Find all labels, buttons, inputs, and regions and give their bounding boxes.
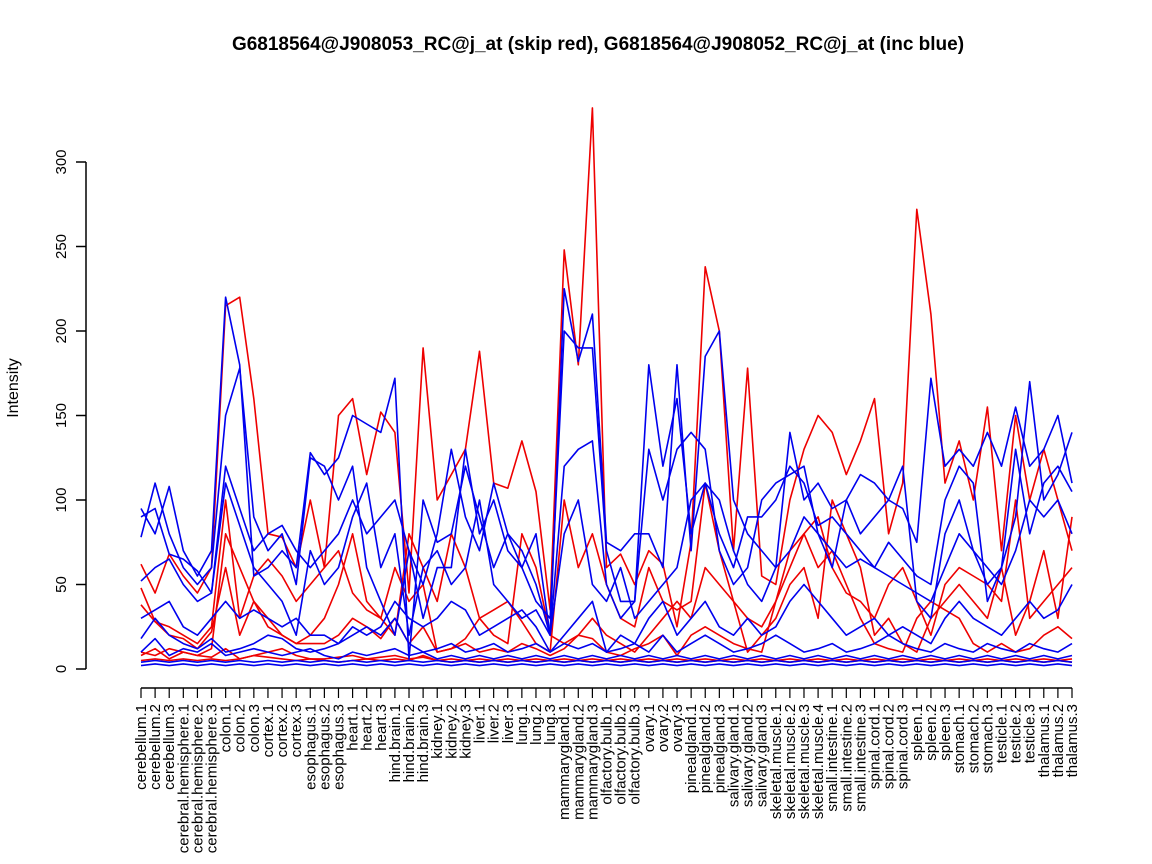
x-tick-label: colon.3: [246, 704, 263, 752]
y-tick-label: 50: [53, 576, 70, 593]
x-tick-label: spleen.3: [937, 704, 954, 761]
x-tick-label: spinal.cord.3: [895, 704, 912, 789]
x-tick-label: kidney.1: [429, 704, 446, 759]
x-tick-label: cortex.3: [288, 704, 305, 757]
x-tick-label: testicle.2: [1008, 704, 1025, 763]
x-tick-label: colon.2: [232, 704, 249, 752]
blue-series-line-12: [140, 637, 1073, 660]
x-tick-label: small.intestine.2: [838, 704, 855, 812]
x-tick-label: olfactory.bulb.1: [599, 704, 616, 805]
x-tick-label: kidney.3: [457, 704, 474, 759]
x-tick-label: ovary.3: [669, 704, 686, 752]
x-tick-label: mammarygland.3: [584, 704, 601, 820]
y-tick-label: 250: [53, 234, 70, 259]
x-tick-label: heart.3: [373, 704, 390, 751]
x-tick-label: cerebellum.2: [147, 704, 164, 790]
x-tick-label: thalamus.3: [1064, 704, 1081, 777]
x-tick-label: mammarygland.1: [556, 704, 573, 820]
x-tick-label: stomach.2: [965, 704, 982, 773]
x-tick-label: cortex.2: [274, 704, 291, 757]
blue-series-line-14: [140, 663, 1073, 667]
x-tick-label: kidney.2: [443, 704, 460, 759]
x-tick-label: liver.2: [486, 704, 503, 743]
y-tick-label: 100: [53, 487, 70, 512]
blue-series-line-13: [140, 659, 1073, 664]
x-tick-label: skeletal.muscle.2: [782, 704, 799, 819]
x-tick-label: olfactory.bulb.2: [613, 704, 630, 805]
x-tick-label: cerebral.hemisphere.1: [175, 704, 192, 853]
y-axis-label: Intensity: [5, 358, 22, 418]
x-tick-label: testicle.1: [993, 704, 1010, 763]
x-axis: cerebellum.1cerebellum.2cerebellum.3cere…: [133, 687, 1081, 853]
x-tick-label: ovary.2: [655, 704, 672, 752]
y-tick-label: 200: [53, 318, 70, 343]
x-tick-label: stomach.1: [951, 704, 968, 773]
x-tick-label: olfactory.bulb.3: [627, 704, 644, 805]
x-tick-label: salivary.gland.2: [740, 704, 757, 807]
x-tick-label: esophagus.1: [302, 704, 319, 790]
x-tick-label: stomach.3: [979, 704, 996, 773]
x-tick-label: small.intestine.1: [824, 704, 841, 812]
x-tick-label: cerebral.hemisphere.2: [189, 704, 206, 853]
y-tick-label: 300: [53, 149, 70, 174]
x-tick-label: ovary.1: [641, 704, 658, 752]
plot-series: [140, 107, 1073, 667]
blue-series-line-6: [140, 287, 1073, 660]
x-tick-label: small.intestine.3: [852, 704, 869, 812]
x-tick-label: spleen.2: [923, 704, 940, 761]
x-tick-label: heart.1: [345, 704, 362, 751]
x-tick-label: salivary.gland.3: [754, 704, 771, 807]
blue-series-line-10: [140, 583, 1073, 653]
blue-series-line-9: [140, 482, 1073, 637]
x-tick-label: pinealgland.3: [711, 704, 728, 793]
x-tick-label: heart.2: [359, 704, 376, 751]
blue-series-line-11: [140, 617, 1073, 653]
blue-series-line-8: [140, 330, 1073, 620]
x-tick-label: mammarygland.2: [570, 704, 587, 820]
x-tick-label: liver.3: [500, 704, 517, 743]
x-tick-label: cerebellum.3: [161, 704, 178, 790]
chart-title: G6818564@J908053_RC@j_at (skip red), G68…: [232, 34, 964, 55]
x-tick-label: skeletal.muscle.1: [768, 704, 785, 819]
x-tick-label: lung.2: [528, 704, 545, 745]
x-tick-label: pinealgland.2: [697, 704, 714, 793]
x-tick-label: hind.brain.3: [415, 704, 432, 782]
x-tick-label: cortex.1: [260, 704, 277, 757]
x-tick-label: esophagus.3: [330, 704, 347, 790]
x-tick-label: spinal.cord.2: [881, 704, 898, 789]
y-tick-label: 150: [53, 403, 70, 428]
x-tick-label: thalamus.2: [1050, 704, 1067, 777]
y-axis: 0 50 100 150 200 250 300: [53, 149, 87, 673]
x-tick-label: hind.brain.2: [401, 704, 418, 782]
x-tick-label: hind.brain.1: [387, 704, 404, 782]
x-tick-label: pinealgland.1: [683, 704, 700, 793]
x-tick-label: salivary.gland.1: [725, 704, 742, 807]
blue-series-line-7: [140, 367, 1073, 637]
x-tick-label: spleen.1: [909, 704, 926, 761]
x-tick-label: skeletal.muscle.3: [796, 704, 813, 819]
x-tick-label: cerebral.hemisphere.3: [204, 704, 221, 853]
x-tick-label: esophagus.2: [316, 704, 333, 790]
x-tick-label: testicle.3: [1022, 704, 1039, 763]
x-tick-label: spinal.cord.1: [867, 704, 884, 789]
y-tick-label: 0: [53, 665, 70, 673]
x-tick-label: liver.1: [472, 704, 489, 743]
x-tick-label: colon.1: [218, 704, 235, 752]
x-tick-label: thalamus.1: [1036, 704, 1053, 777]
x-tick-label: lung.1: [514, 704, 531, 745]
x-tick-label: lung.3: [542, 704, 559, 745]
x-tick-label: cerebellum.1: [133, 704, 150, 790]
x-tick-label: skeletal.muscle.4: [810, 704, 827, 819]
